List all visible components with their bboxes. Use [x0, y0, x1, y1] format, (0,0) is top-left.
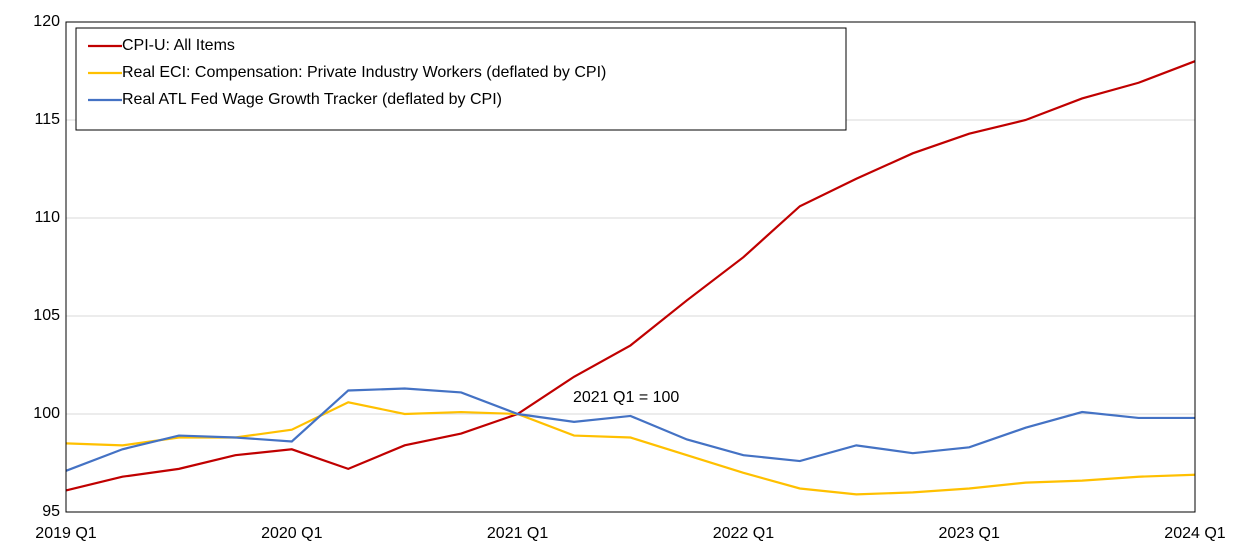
y-tick-label: 120	[33, 13, 60, 30]
y-tick-label: 115	[34, 111, 60, 128]
x-tick-label: 2024 Q1	[1164, 525, 1225, 542]
x-tick-label: 2023 Q1	[939, 525, 1000, 542]
legend-label: Real ECI: Compensation: Private Industry…	[122, 64, 606, 81]
plot-frame	[65, 21, 1196, 513]
y-tick-label: 95	[42, 503, 60, 520]
labels: 95 100 105 110 115 120 2019 Q1 2020 Q1 2021 Q1 20…	[33, 13, 1225, 542]
y-tick-label: 100	[33, 405, 60, 422]
legend: CPI-U: All Items Real ECI: Compensation: …	[88, 37, 606, 108]
series-line	[65, 401, 1196, 496]
y-tick-label: 110	[34, 209, 60, 226]
legend-box	[75, 27, 847, 131]
series-line	[65, 387, 1195, 472]
series-line	[65, 60, 1196, 492]
x-tick-label: 2019 Q1	[35, 525, 96, 542]
x-tick-label: 2020 Q1	[261, 525, 322, 542]
legend-label: CPI-U: All Items	[122, 37, 235, 54]
legend-label: Real ATL Fed Wage Growth Tracker (deflat…	[122, 91, 502, 108]
x-tick-label: 2022 Q1	[713, 525, 774, 542]
y-tick-label: 105	[33, 307, 60, 324]
annotation: 2021 Q1 = 100	[573, 389, 679, 406]
lines	[65, 60, 1196, 496]
x-tick-label: 2021 Q1	[487, 525, 548, 542]
